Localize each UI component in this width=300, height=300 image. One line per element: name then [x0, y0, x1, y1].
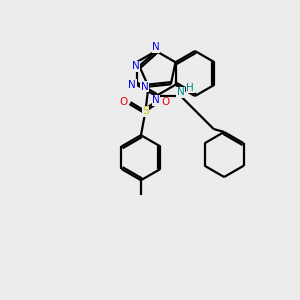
- Text: H: H: [186, 82, 194, 93]
- Text: O: O: [120, 97, 128, 107]
- Text: N: N: [152, 95, 160, 105]
- Text: N: N: [132, 61, 140, 71]
- Text: N: N: [141, 82, 149, 92]
- Text: O: O: [161, 97, 170, 107]
- Text: N: N: [152, 42, 160, 52]
- Text: N: N: [128, 80, 136, 90]
- Text: S: S: [142, 106, 149, 116]
- Text: N: N: [177, 87, 184, 98]
